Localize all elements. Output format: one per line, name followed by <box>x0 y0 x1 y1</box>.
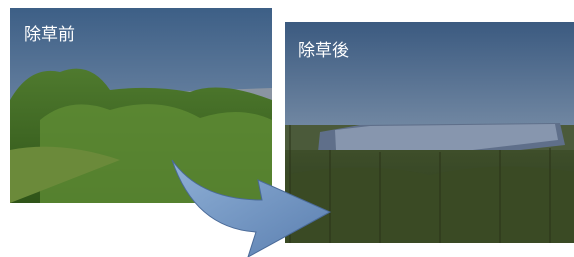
comparison: 除草前 除草後 <box>0 0 574 257</box>
before-label: 除草前 <box>24 25 75 45</box>
after-label: 除草後 <box>298 41 349 61</box>
